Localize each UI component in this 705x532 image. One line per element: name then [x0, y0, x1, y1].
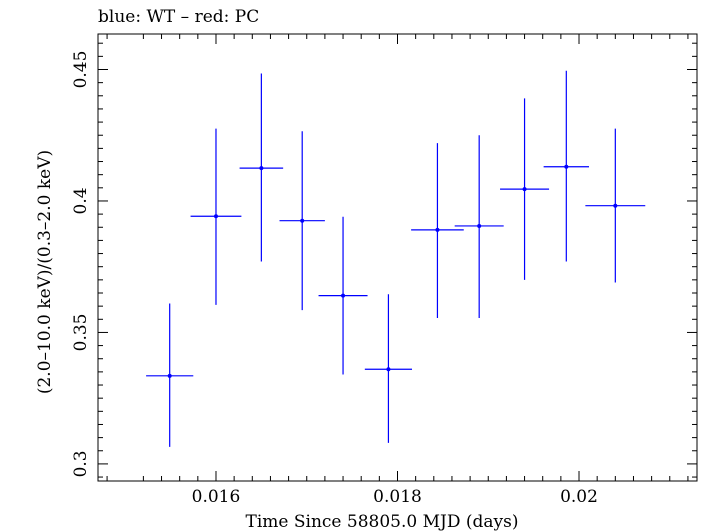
point-marker	[341, 293, 346, 298]
y-tick-label: 0.45	[71, 51, 91, 89]
point-marker	[477, 223, 482, 228]
data-point	[318, 216, 368, 375]
x-tick-label: 0.016	[192, 487, 241, 507]
point-marker	[300, 218, 305, 223]
point-marker	[522, 187, 527, 192]
x-axis-label: Time Since 58805.0 MJD (days)	[246, 512, 519, 532]
point-marker	[564, 164, 569, 169]
point-marker	[259, 166, 264, 171]
point-marker	[386, 367, 391, 372]
point-marker	[435, 227, 440, 232]
data-point	[543, 70, 589, 262]
data-point	[239, 73, 284, 262]
data-point	[190, 128, 242, 305]
plot-frame	[97, 33, 698, 482]
data-point	[146, 303, 194, 447]
y-tick-label: 0.4	[71, 187, 91, 214]
axis-tick-labels: 0.016 0.018 0.02 0.3 0.35 0.4 0.45	[71, 51, 598, 507]
data-point	[500, 98, 550, 280]
x-tick-label: 0.018	[373, 487, 422, 507]
data-point	[585, 128, 646, 283]
data-point	[454, 135, 504, 318]
point-marker	[167, 373, 172, 378]
data-point	[411, 143, 464, 318]
point-marker	[213, 214, 218, 219]
data-point	[364, 294, 413, 443]
y-tick-label: 0.35	[71, 314, 91, 352]
y-axis-label: (2.0–10.0 keV)/(0.3–2.0 keV)	[35, 150, 55, 394]
data-points	[146, 70, 646, 447]
data-point	[279, 131, 325, 311]
point-marker	[613, 203, 618, 208]
axis-ticks	[98, 34, 697, 481]
x-tick-label: 0.02	[560, 487, 598, 507]
chart-title: blue: WT – red: PC	[98, 7, 259, 27]
y-tick-label: 0.3	[71, 450, 91, 477]
